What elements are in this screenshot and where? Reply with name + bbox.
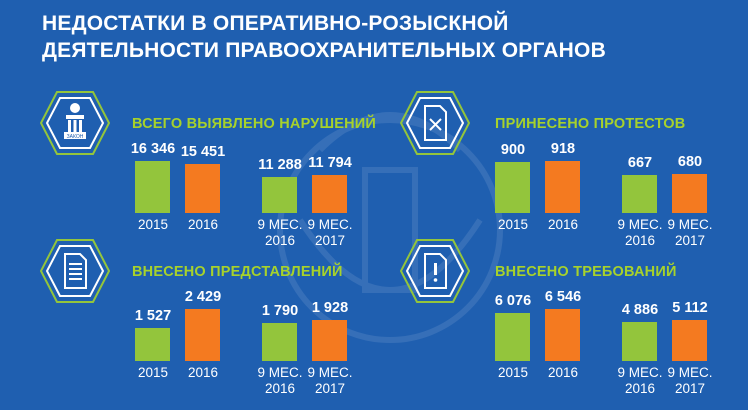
bar-value: 1 928 bbox=[311, 300, 349, 316]
bar-value: 4 886 bbox=[621, 302, 659, 318]
bar-label-line-1: 9 МЕС. bbox=[617, 217, 663, 232]
bar-value: 900 bbox=[500, 142, 526, 158]
bar-value: 1 527 bbox=[134, 308, 172, 324]
bar-value: 11 794 bbox=[308, 155, 352, 171]
bar bbox=[135, 328, 170, 361]
page-title-line-1: НЕДОСТАТКИ В ОПЕРАТИВНО-РОЗЫСКНОЙ bbox=[42, 12, 509, 35]
bar-label: 2016 bbox=[535, 365, 591, 381]
bar-label-line-1: 2016 bbox=[187, 365, 219, 380]
bar-label-line-2: 2016 bbox=[624, 233, 656, 248]
bar-label-line-1: 2015 bbox=[497, 365, 529, 380]
panel-heading: ПРИНЕСЕНО ПРОТЕСТОВ bbox=[495, 116, 686, 132]
bar-label: 2016 bbox=[535, 217, 591, 233]
bar-value: 11 288 bbox=[258, 157, 302, 173]
bar-label: 2015 bbox=[485, 217, 541, 233]
bar-label-line-1: 2016 bbox=[547, 365, 579, 380]
panel-demands: ВНЕСЕНО ТРЕБОВАНИЙ 6 076 2015 6 546 2016 4 8… bbox=[400, 238, 745, 408]
background-emblem bbox=[277, 112, 503, 343]
bar-value: 5 112 bbox=[672, 300, 708, 316]
bar-value: 2 429 bbox=[184, 289, 222, 305]
panel-representations: ВНЕСЕНО ПРЕДСТАВЛЕНИЙ 1 527 2015 2 429 2016… bbox=[40, 238, 385, 408]
bar-label: 2015 bbox=[125, 365, 181, 381]
prosecutor-building-icon: ЗАКОН bbox=[40, 91, 110, 155]
panel-heading: ВСЕГО ВЫЯВЛЕНО НАРУШЕНИЙ bbox=[132, 116, 377, 132]
bar-label: 2015 bbox=[125, 217, 181, 233]
bar bbox=[495, 162, 530, 213]
bar-label-line-1: 9 МЕС. bbox=[307, 365, 353, 380]
bar bbox=[262, 323, 297, 361]
bar-label-line-1: 9 МЕС. bbox=[307, 217, 353, 232]
bar-value: 15 451 bbox=[180, 144, 226, 160]
panel-protests: ПРИНЕСЕНО ПРОТЕСТОВ 900 2015 918 2016 667 9 М… bbox=[400, 90, 745, 260]
rejected-document-icon bbox=[400, 91, 470, 155]
bar bbox=[312, 320, 347, 361]
bar-label: 2015 bbox=[485, 365, 541, 381]
law-plate-text: ЗАКОН bbox=[67, 134, 84, 140]
bar bbox=[185, 309, 220, 361]
bar bbox=[545, 161, 580, 213]
bar-label-line-2: 2016 bbox=[264, 381, 296, 396]
bar-label-line-1: 9 МЕС. bbox=[667, 365, 713, 380]
bar-label-line-1: 9 МЕС. bbox=[257, 365, 303, 380]
alert-document-icon bbox=[400, 239, 470, 303]
bar-label-line-2: 2016 bbox=[264, 233, 296, 248]
bar-value: 6 076 bbox=[494, 293, 532, 309]
bar-label-line-1: 9 МЕС. bbox=[257, 217, 303, 232]
bar-label: 9 МЕС. 2017 bbox=[302, 365, 358, 397]
bar bbox=[135, 161, 170, 213]
bar-value: 680 bbox=[677, 154, 703, 170]
bar-label-line-1: 2015 bbox=[137, 217, 169, 232]
bar-value: 6 546 bbox=[544, 289, 582, 305]
bar-label: 2016 bbox=[175, 217, 231, 233]
bar bbox=[545, 309, 580, 361]
bar-value: 16 346 bbox=[130, 141, 176, 157]
bar-value: 667 bbox=[627, 155, 653, 171]
bar-label-line-1: 9 МЕС. bbox=[667, 217, 713, 232]
bar-label: 9 МЕС. 2016 bbox=[612, 365, 668, 397]
bar bbox=[622, 175, 657, 213]
panel-violations: ЗАКОН ВСЕГО ВЫЯВЛЕНО НАРУШЕНИЙ 16 346 201… bbox=[40, 90, 385, 260]
page-title: НЕДОСТАТКИ В ОПЕРАТИВНО-РОЗЫСКНОЙ ДЕЯТЕЛ… bbox=[42, 10, 606, 64]
bar bbox=[185, 164, 220, 213]
page-title-line-2: ДЕЯТЕЛЬНОСТИ ПРАВООХРАНИТЕЛЬНЫХ ОРГАНОВ bbox=[42, 39, 606, 62]
bar-value: 918 bbox=[550, 141, 576, 157]
document-list-icon bbox=[40, 239, 110, 303]
bar-label-line-2: 2016 bbox=[624, 381, 656, 396]
bar bbox=[672, 174, 707, 213]
bar-label-line-2: 2017 bbox=[314, 233, 346, 248]
bar-label-line-2: 2017 bbox=[314, 381, 346, 396]
bar-label: 9 МЕС. 2016 bbox=[252, 365, 308, 397]
bar-label: 2016 bbox=[175, 365, 231, 381]
bar-label-line-2: 2017 bbox=[674, 381, 706, 396]
bar-label-line-1: 2015 bbox=[497, 217, 529, 232]
bar-label-line-1: 2015 bbox=[137, 365, 169, 380]
panel-heading: ВНЕСЕНО ПРЕДСТАВЛЕНИЙ bbox=[132, 264, 343, 280]
bar-label-line-1: 2016 bbox=[187, 217, 219, 232]
bar-label: 9 МЕС. 2017 bbox=[302, 217, 358, 249]
bar bbox=[312, 175, 347, 213]
bar bbox=[495, 313, 530, 361]
bar-label: 9 МЕС. 2016 bbox=[612, 217, 668, 249]
bar-label: 9 МЕС. 2017 bbox=[662, 365, 718, 397]
bar bbox=[262, 177, 297, 213]
bar-value: 1 790 bbox=[261, 303, 299, 319]
bar bbox=[622, 322, 657, 361]
bar-label: 9 МЕС. 2017 bbox=[662, 217, 718, 249]
bar-label: 9 МЕС. 2016 bbox=[252, 217, 308, 249]
bar bbox=[672, 320, 707, 361]
panel-heading: ВНЕСЕНО ТРЕБОВАНИЙ bbox=[495, 264, 677, 280]
bar-label-line-2: 2017 bbox=[674, 233, 706, 248]
bar-label-line-1: 2016 bbox=[547, 217, 579, 232]
bar-label-line-1: 9 МЕС. bbox=[617, 365, 663, 380]
